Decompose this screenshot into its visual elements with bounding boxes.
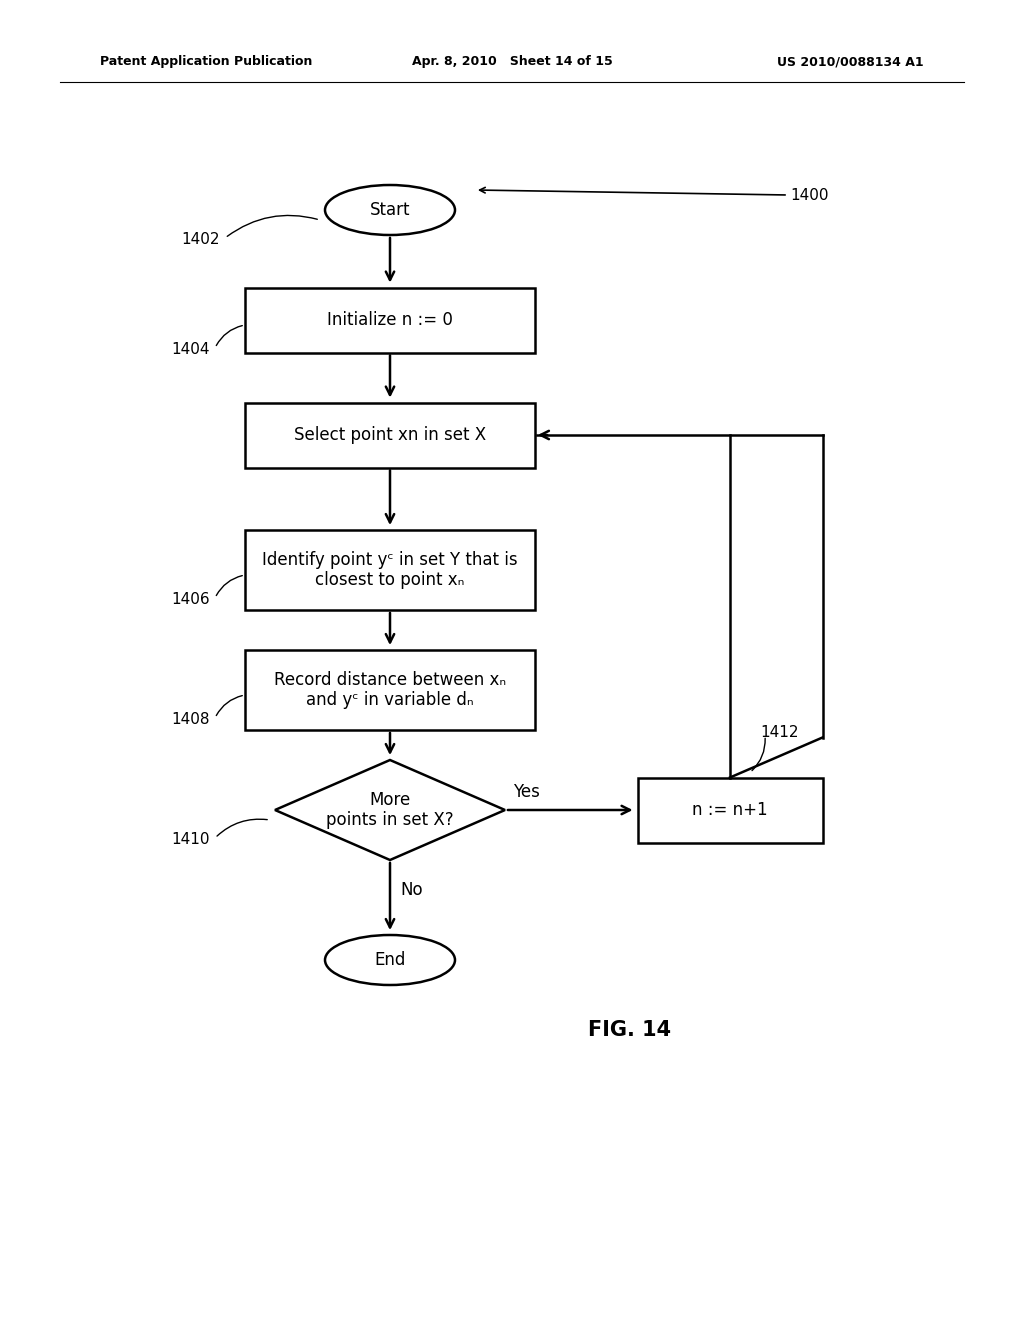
Text: No: No xyxy=(400,880,423,899)
Text: FIG. 14: FIG. 14 xyxy=(589,1020,672,1040)
Text: Patent Application Publication: Patent Application Publication xyxy=(100,55,312,69)
Text: End: End xyxy=(375,950,406,969)
Text: Record distance between xₙ
and yᶜ in variable dₙ: Record distance between xₙ and yᶜ in var… xyxy=(274,671,506,709)
Text: 1404: 1404 xyxy=(171,342,210,358)
Text: More
points in set X?: More points in set X? xyxy=(327,791,454,829)
Text: Apr. 8, 2010   Sheet 14 of 15: Apr. 8, 2010 Sheet 14 of 15 xyxy=(412,55,612,69)
Bar xyxy=(245,288,535,352)
Text: Identify point yᶜ in set Y that is
closest to point xₙ: Identify point yᶜ in set Y that is close… xyxy=(262,550,518,590)
Text: 1410: 1410 xyxy=(171,833,210,847)
Text: 1400: 1400 xyxy=(790,187,828,202)
Text: 1406: 1406 xyxy=(171,593,210,607)
Text: n := n+1: n := n+1 xyxy=(692,801,768,818)
Ellipse shape xyxy=(325,935,455,985)
Bar xyxy=(638,777,822,842)
Text: 1408: 1408 xyxy=(171,713,210,727)
Ellipse shape xyxy=(325,185,455,235)
Bar xyxy=(245,403,535,467)
Text: Initialize n := 0: Initialize n := 0 xyxy=(327,312,453,329)
Text: 1412: 1412 xyxy=(760,725,799,741)
Bar xyxy=(245,531,535,610)
Text: Yes: Yes xyxy=(513,783,540,801)
Text: 1402: 1402 xyxy=(181,232,220,248)
Text: US 2010/0088134 A1: US 2010/0088134 A1 xyxy=(777,55,924,69)
Polygon shape xyxy=(275,760,505,861)
Text: Start: Start xyxy=(370,201,411,219)
Bar xyxy=(245,649,535,730)
Text: Select point xn in set X: Select point xn in set X xyxy=(294,426,486,444)
